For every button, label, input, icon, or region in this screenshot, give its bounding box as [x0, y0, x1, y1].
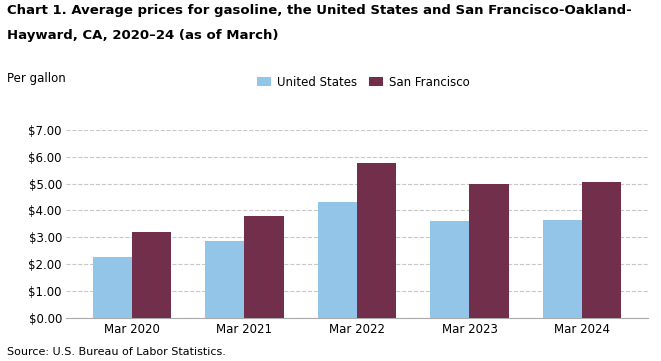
Bar	[245, 216, 284, 318]
Bar	[317, 201, 357, 318]
Bar	[430, 221, 469, 318]
Text: Source: U.S. Bureau of Labor Statistics.: Source: U.S. Bureau of Labor Statistics.	[7, 347, 225, 357]
Text: Hayward, CA, 2020–24 (as of March): Hayward, CA, 2020–24 (as of March)	[7, 29, 278, 42]
Bar	[469, 184, 509, 318]
Bar	[132, 232, 171, 318]
Text: Per gallon: Per gallon	[7, 72, 65, 85]
Bar	[357, 163, 397, 318]
Legend: United States, San Francisco: United States, San Francisco	[253, 71, 475, 93]
Bar	[582, 182, 621, 318]
Bar	[543, 220, 582, 318]
Bar	[93, 257, 132, 318]
Bar	[205, 241, 245, 318]
Text: Chart 1. Average prices for gasoline, the United States and San Francisco-Oaklan: Chart 1. Average prices for gasoline, th…	[7, 4, 631, 17]
